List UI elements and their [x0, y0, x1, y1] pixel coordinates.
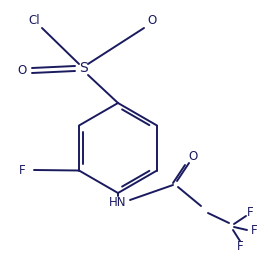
Text: O: O: [189, 149, 198, 163]
Text: O: O: [147, 13, 157, 26]
Text: F: F: [247, 205, 253, 219]
Text: F: F: [251, 224, 257, 237]
Text: F: F: [237, 239, 243, 252]
Text: O: O: [17, 64, 27, 77]
Text: F: F: [19, 163, 25, 177]
Text: Cl: Cl: [28, 13, 40, 26]
Text: S: S: [79, 61, 87, 75]
Text: HN: HN: [109, 196, 127, 210]
